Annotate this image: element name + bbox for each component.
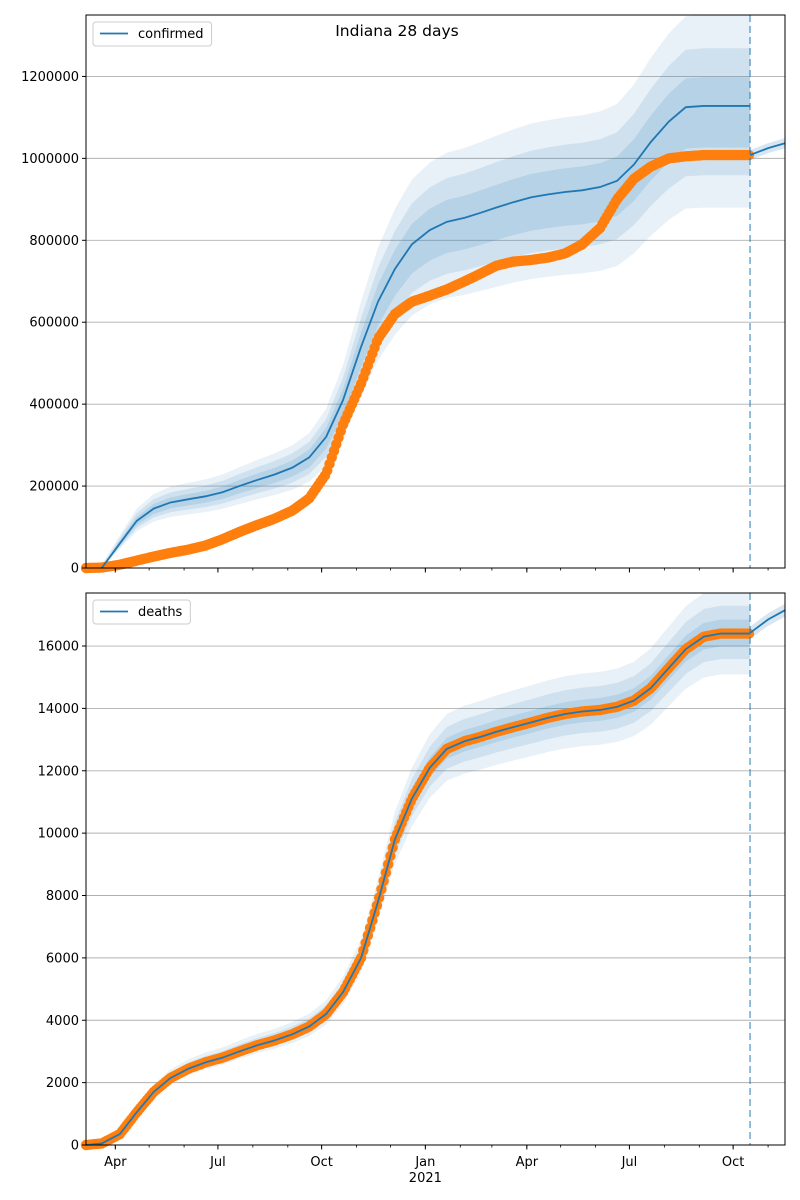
y-tick-label: 1000000 <box>21 152 79 167</box>
chart-title: Indiana 28 days <box>335 22 459 40</box>
grid-lines <box>86 75 785 569</box>
confidence-band <box>101 77 751 569</box>
x-tick-label: Apr <box>516 1155 539 1170</box>
y-tick-label: 600000 <box>29 316 79 331</box>
plot-frame <box>85 592 786 1146</box>
y-tick-label: 800000 <box>29 234 79 249</box>
model-line <box>101 105 751 569</box>
x-tick-label: Jul <box>209 1155 226 1170</box>
legend-label: deaths <box>138 605 183 620</box>
confidence-band <box>101 48 751 568</box>
forecast-line <box>749 609 786 634</box>
y-axis-ticks: 0 200000 400000 600000 800000 1000000 1200000 <box>21 70 86 577</box>
x-axis-ticks <box>114 568 769 573</box>
observed-point <box>743 149 755 161</box>
x-tick-label: Oct <box>310 1155 332 1170</box>
x-axis-ticks: Apr Jul Oct Jan Apr Jul Oct <box>104 1145 769 1170</box>
x-tick-label: Apr <box>104 1155 127 1170</box>
confidence-band <box>86 593 751 1145</box>
y-tick-label: 8000 <box>46 889 79 904</box>
grid-lines <box>86 645 785 1146</box>
forecast-band <box>750 603 785 640</box>
legend: confirmed <box>92 21 213 47</box>
model-line <box>85 632 751 1146</box>
y-tick-label: 14000 <box>38 702 79 717</box>
model-lines <box>85 609 786 1146</box>
y-tick-label: 12000 <box>38 764 79 779</box>
confidence-band <box>101 15 751 568</box>
y-tick-label: 10000 <box>38 827 79 842</box>
y-tick-label: 1200000 <box>21 70 79 85</box>
confirmed-chart: 020000040000060000080000010000001200000 … <box>21 14 786 577</box>
legend-label: confirmed <box>138 27 204 42</box>
confidence-bands <box>86 593 785 1145</box>
y-tick-label: 2000 <box>46 1076 79 1091</box>
forecast-line <box>749 142 786 156</box>
y-tick-label: 400000 <box>29 398 79 413</box>
deaths-chart: 0 2000 4000 6000 8000 10000 12000 14000 16000 Ap… <box>38 592 786 1186</box>
plot-frame <box>85 14 786 569</box>
x-axis-year-label: 2021 <box>409 1171 442 1186</box>
y-tick-label: 4000 <box>46 1014 79 1029</box>
x-tick-label: Jul <box>621 1155 638 1170</box>
x-tick-label: Oct <box>722 1155 744 1170</box>
y-tick-label: 0 <box>71 1139 79 1154</box>
legend-box <box>92 21 213 47</box>
y-tick-label: 6000 <box>46 951 79 966</box>
legend-box <box>92 599 191 625</box>
y-tick-label: 16000 <box>38 640 79 655</box>
model-lines <box>101 105 786 569</box>
observed-points <box>80 149 755 574</box>
y-axis-ticks: 0 2000 4000 6000 8000 10000 12000 14000 16000 <box>38 640 86 1154</box>
y-tick-label: 0 <box>71 562 79 577</box>
legend: deaths <box>92 599 191 625</box>
y-tick-label: 200000 <box>29 480 79 495</box>
x-tick-label: Jan <box>414 1155 435 1170</box>
